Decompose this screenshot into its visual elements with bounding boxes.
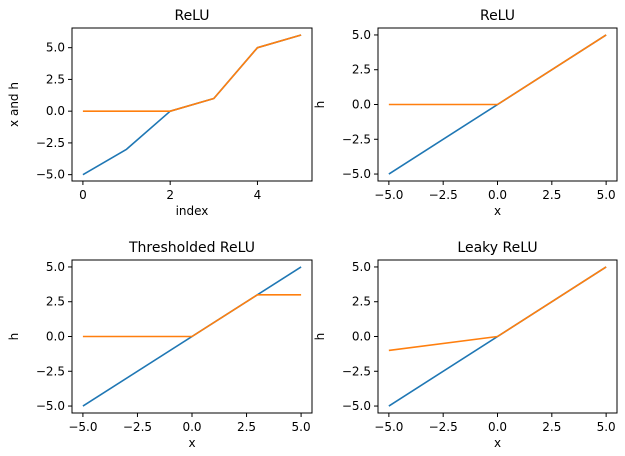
y-axis-label: h (313, 101, 327, 109)
x-tick-label: −2.5 (123, 420, 152, 434)
x-tick-label: 0.0 (182, 420, 201, 434)
y-tick-label: −5.0 (36, 168, 65, 182)
y-axis-label: x and h (7, 82, 21, 127)
x-tick-label: −5.0 (68, 420, 97, 434)
series-line-2 (82, 293, 302, 338)
y-tick-label: 5.0 (352, 260, 371, 274)
y-tick-label: 2.5 (46, 72, 65, 86)
x-tick-label: 4 (254, 188, 262, 202)
x-tick-label: −5.0 (374, 420, 403, 434)
y-tick-label: −5.0 (342, 399, 371, 413)
y-axis-label: h (7, 333, 21, 341)
y-tick-label: 0.0 (46, 330, 65, 344)
x-tick-label: 2.5 (542, 188, 561, 202)
x-tick-label: −2.5 (429, 420, 458, 434)
y-tick-label: 2.5 (46, 295, 65, 309)
x-tick-label: 5.0 (597, 188, 616, 202)
y-tick-label: −2.5 (36, 364, 65, 378)
series-line-2 (82, 34, 302, 112)
x-tick-label: −5.0 (374, 188, 403, 202)
subplot-title: Leaky ReLU (457, 240, 537, 256)
subplot-title: ReLU (480, 8, 515, 24)
y-tick-label: −2.5 (342, 132, 371, 146)
y-tick-label: 0.0 (46, 104, 65, 118)
x-tick-label: 0 (79, 188, 87, 202)
axes-frame (71, 27, 313, 182)
y-tick-label: 5.0 (46, 41, 65, 55)
series-line-2 (388, 266, 607, 352)
subplot-title: ReLU (174, 8, 209, 24)
y-tick-label: 0.0 (352, 330, 371, 344)
x-tick-label: 0.0 (488, 420, 507, 434)
y-tick-label: 2.5 (352, 295, 371, 309)
x-axis-label: x (494, 204, 501, 218)
x-tick-label: 2 (166, 188, 174, 202)
x-tick-label: −2.5 (429, 188, 458, 202)
y-tick-label: 5.0 (352, 28, 371, 42)
x-axis-label: index (176, 204, 209, 218)
x-tick-label: 5.0 (292, 420, 311, 434)
y-tick-label: −5.0 (36, 399, 65, 413)
subplot-title: Thresholded ReLU (128, 240, 255, 256)
y-tick-label: 0.0 (352, 98, 371, 112)
y-tick-label: 2.5 (352, 63, 371, 77)
y-tick-label: 5.0 (46, 260, 65, 274)
x-tick-label: 0.0 (488, 188, 507, 202)
y-tick-label: −5.0 (342, 167, 371, 181)
series-line-2 (388, 34, 607, 106)
x-tick-label: 2.5 (237, 420, 256, 434)
x-tick-label: 5.0 (597, 420, 616, 434)
subplot-1: 0 2 4 −5.0 −2.5 0.0 2.5 5.0 ReLU index x and h (7, 8, 313, 218)
x-axis-label: x (494, 436, 501, 450)
y-tick-label: −2.5 (36, 136, 65, 150)
y-axis-label: h (313, 333, 327, 341)
x-tick-label: 2.5 (542, 420, 561, 434)
subplot-3: −5.0 −2.5 0.0 2.5 5.0 −5.0 −2.5 0.0 2.5 5.0 Thresh… (7, 240, 313, 450)
subplot-4: −5.0 −2.5 0.0 2.5 5.0 −5.0 −2.5 0.0 2.5 5.0 Leaky … (313, 240, 618, 450)
y-tick-label: −2.5 (342, 364, 371, 378)
subplot-2: −5.0 −2.5 0.0 2.5 5.0 −5.0 −2.5 0.0 2.5 5.0 ReLU x h (313, 8, 618, 218)
x-axis-label: x (188, 436, 195, 450)
